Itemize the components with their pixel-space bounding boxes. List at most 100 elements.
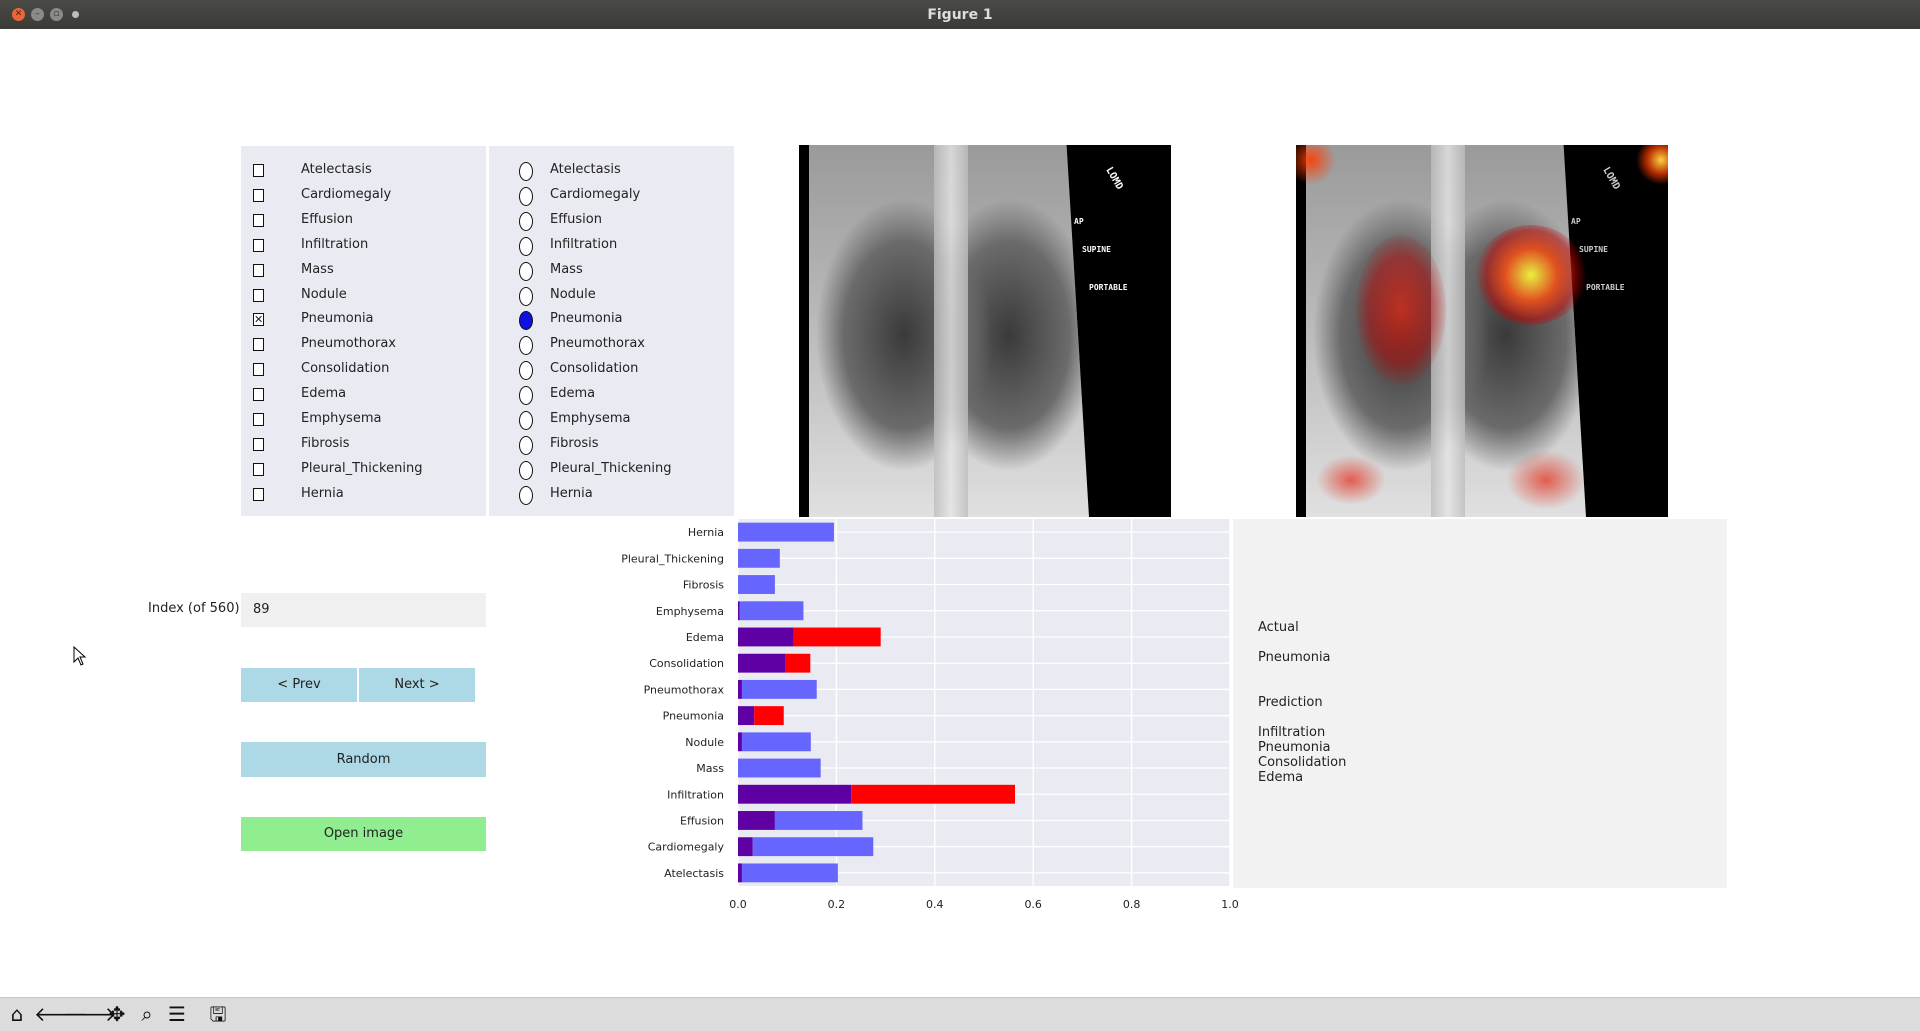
radio-item[interactable]: Consolidation [489,360,734,381]
radio-item[interactable]: Effusion [489,211,734,231]
save-icon[interactable]: 🖫 [209,1002,227,1026]
radio-item[interactable]: Pneumothorax [489,335,734,356]
checkbox-item[interactable]: ✕ Pneumonia [241,310,486,330]
checkbox-label: Cardiomegaly [301,186,392,202]
bar-segment [738,706,755,726]
view-text: AP [1074,217,1084,226]
checkbox-icon[interactable] [253,462,264,476]
checkbox-item[interactable]: Nodule [241,286,486,306]
prediction-list: Infiltration Pneumonia Consolidation Edema [1258,725,1346,785]
radio-button-icon[interactable] [519,186,533,206]
open-image-button[interactable]: Open image [241,817,486,851]
checkbox-item[interactable]: Hernia [241,485,486,505]
actual-list: Pneumonia [1258,650,1331,665]
window-menu-icon[interactable] [72,11,79,18]
prev-button[interactable]: < Prev [241,668,357,702]
minimize-icon[interactable]: – [31,8,44,21]
y-tick-label: Nodule [685,736,724,749]
bar-segment [738,679,742,699]
forward-icon[interactable]: 🡒 [63,1002,117,1026]
heat-region [1356,235,1446,385]
radio-button-icon[interactable] [519,311,533,331]
checkbox-item[interactable]: Emphysema [241,410,486,430]
bar-segment [752,837,874,857]
checkbox-item[interactable]: Pleural_Thickening [241,460,486,480]
checkbox-item[interactable]: Infiltration [241,236,486,256]
radio-item[interactable]: Nodule [489,286,734,306]
checkbox-icon[interactable] [253,188,264,202]
checkbox-item[interactable]: Effusion [241,211,486,231]
maximize-icon[interactable]: ▫ [50,8,63,21]
checkbox-icon[interactable] [253,238,264,252]
bar-segment [738,575,775,594]
radio-label: Nodule [550,286,596,302]
random-button[interactable]: Random [241,742,486,777]
back-icon[interactable]: 🡐 [34,1002,88,1026]
checkbox-item[interactable]: Pneumothorax [241,335,486,355]
radio-button-icon[interactable] [519,411,533,430]
home-icon[interactable]: ⌂ [10,1002,24,1026]
radio-button-icon[interactable] [519,435,533,455]
result-item: Pneumonia [1258,740,1331,755]
close-icon[interactable]: ✕ [12,8,25,21]
radio-button-icon[interactable] [519,162,533,181]
pan-icon[interactable]: ✥ [108,1002,126,1026]
radio-item[interactable]: Atelectasis [489,161,734,181]
checkbox-icon[interactable] [253,437,264,451]
radio-button-icon[interactable] [519,286,533,306]
checkbox-icon[interactable] [253,288,264,302]
radio-button-icon[interactable] [519,236,533,256]
radio-item[interactable]: Fibrosis [489,435,734,455]
radio-button-icon[interactable] [519,460,533,480]
configure-icon[interactable]: ☰ [168,1002,186,1026]
checkbox-item[interactable]: Edema [241,385,486,405]
heat-region [1476,225,1586,325]
radio-button-icon[interactable] [519,261,533,281]
y-tick-label: Edema [686,631,724,644]
zoom-icon[interactable]: ⌕ [141,1002,153,1026]
checkbox-icon[interactable] [253,213,264,227]
radio-item[interactable]: Cardiomegaly [489,186,734,206]
radio-button-icon[interactable] [519,361,533,381]
checkbox-item[interactable]: Fibrosis [241,435,486,455]
checkbox-item[interactable]: Consolidation [241,360,486,380]
index-input[interactable]: 89 [241,593,486,627]
checkbox-icon[interactable] [253,388,264,402]
result-item: Consolidation [1258,755,1347,770]
bar-segment [785,653,811,673]
radio-item[interactable]: Edema [489,385,734,406]
radio-button-icon[interactable] [519,211,533,231]
radio-item[interactable]: Pneumonia [489,310,734,331]
bar-segment [738,837,753,857]
checkbox-icon[interactable] [253,487,264,501]
checkbox-icon[interactable] [253,363,264,377]
checkbox-icon[interactable] [253,263,264,277]
radio-panel: Atelectasis Cardiomegaly Effusion Infiltrat… [489,146,734,516]
bar-segment [741,679,817,699]
checkbox-label: Pneumothorax [301,336,396,352]
checkbox-item[interactable]: Mass [241,261,486,281]
radio-label: Emphysema [550,411,631,426]
checkbox-icon[interactable] [253,338,264,352]
radio-label: Atelectasis [550,162,621,177]
radio-label: Pleural_Thickening [550,460,672,476]
checkbox-icon[interactable]: ✕ [253,313,264,327]
checkbox-icon[interactable] [253,164,264,177]
radio-button-icon[interactable] [519,386,533,406]
radio-label: Edema [550,386,596,402]
next-button[interactable]: Next > [359,668,475,702]
radio-item[interactable]: Mass [489,261,734,281]
radio-item[interactable]: Pleural_Thickening [489,460,734,480]
radio-item[interactable]: Infiltration [489,236,734,256]
checkbox-item[interactable]: Cardiomegaly [241,186,486,206]
checkbox-item[interactable]: Atelectasis [241,161,486,181]
checkbox-icon[interactable] [253,413,264,426]
radio-button-icon[interactable] [519,336,533,356]
radio-button-icon[interactable] [519,485,533,505]
radio-item[interactable]: Emphysema [489,410,734,430]
position-text: SUPINE [1082,245,1111,254]
checkbox-label: Atelectasis [301,162,372,177]
radio-label: Pneumonia [550,311,623,327]
radio-label: Hernia [550,485,593,501]
radio-item[interactable]: Hernia [489,485,734,505]
